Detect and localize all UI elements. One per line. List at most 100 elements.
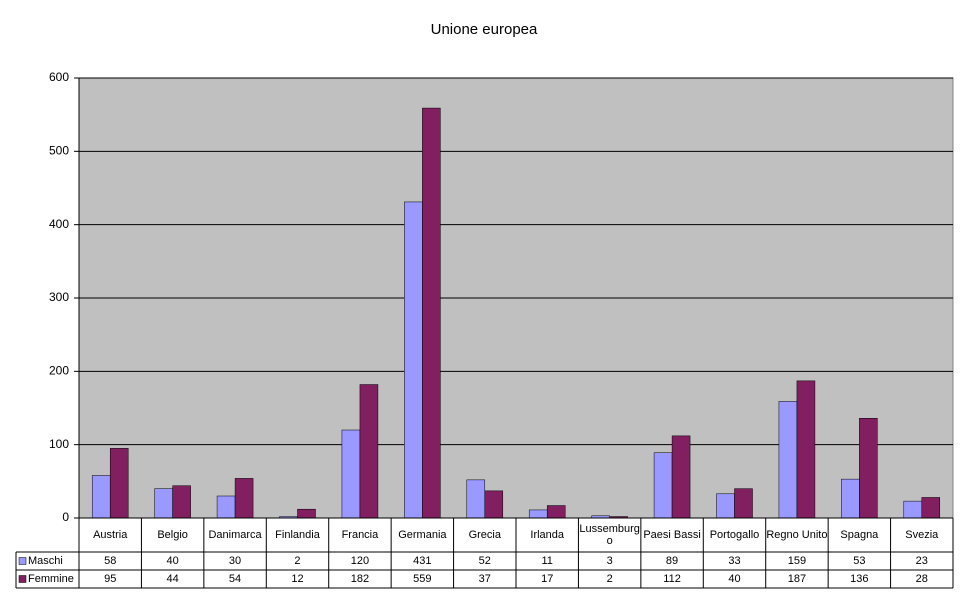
x-tick-label: Regno Unito	[766, 529, 828, 541]
table-value: 3	[606, 555, 613, 567]
table-value: 53	[853, 555, 866, 567]
table-value: 54	[228, 573, 242, 585]
table-value: 559	[413, 573, 432, 585]
table-value: 52	[478, 555, 491, 567]
table-value: 182	[350, 573, 370, 585]
bar	[234, 478, 254, 519]
table-value: 2	[606, 573, 613, 585]
table-value: 112	[663, 573, 681, 585]
table-value: 40	[166, 555, 179, 567]
table-value: 40	[728, 573, 741, 585]
bar	[859, 418, 878, 519]
x-tick-label: Finlandia	[275, 529, 320, 541]
x-tick-label: Irlanda	[530, 529, 565, 541]
table-value: 120	[350, 555, 370, 567]
y-tick-label: 100	[49, 437, 69, 451]
table-value: 40	[166, 555, 179, 567]
x-tick-label: Lussemburgo	[579, 523, 640, 547]
bar	[546, 505, 566, 519]
table-value: 53	[853, 555, 866, 567]
bar	[359, 384, 379, 519]
table-value: 44	[166, 573, 179, 585]
table-value: 33	[728, 555, 741, 567]
x-tick-label: Svezia	[905, 529, 939, 541]
x-tick-label: Finlandia	[275, 529, 320, 541]
x-tick-label: Belgio	[157, 529, 188, 541]
table-value: 23	[915, 555, 928, 567]
table-value: 28	[915, 573, 928, 585]
table-value: 159	[787, 555, 807, 567]
x-tick-label: Francia	[341, 529, 379, 541]
y-tick-label: 600	[49, 70, 69, 84]
table-value: 12	[291, 573, 304, 585]
bar	[216, 495, 236, 519]
table-value: 17	[541, 573, 554, 585]
bar	[841, 478, 860, 519]
bar	[653, 452, 673, 519]
table-value: 37	[478, 573, 491, 585]
bar	[404, 201, 423, 519]
table-value: 187	[787, 573, 807, 585]
table-value: 159	[787, 555, 807, 567]
y-tick-label: 400	[49, 217, 69, 231]
table-value: 33	[728, 555, 741, 567]
table-value: 95	[104, 573, 117, 585]
bar	[903, 500, 923, 519]
table-value: 182	[350, 573, 370, 585]
table-value: 30	[228, 555, 242, 567]
x-tick-label: Germania	[398, 529, 447, 541]
table-value: 559	[413, 573, 432, 585]
y-tick-label: 500	[49, 144, 69, 158]
bar	[528, 509, 548, 519]
y-tick-label: 0	[62, 510, 69, 524]
table-value: 2	[294, 555, 300, 567]
table-value: 11	[541, 555, 553, 567]
x-tick-label: Grecia	[468, 529, 501, 541]
legend-label: Femmine	[28, 573, 74, 585]
bar	[716, 493, 735, 519]
table-value: 3	[606, 555, 613, 567]
bar	[297, 508, 316, 519]
bar	[671, 435, 691, 519]
bar	[484, 490, 504, 519]
table-value: 136	[850, 573, 869, 585]
bar	[341, 429, 361, 519]
x-tick-label: Grecia	[468, 529, 501, 541]
bar	[921, 497, 941, 519]
bar	[734, 488, 753, 519]
table-value: 12	[291, 573, 304, 585]
x-tick-label: Paesi Bassi	[643, 529, 701, 541]
table-value: 37	[478, 573, 491, 585]
table-value: 95	[104, 573, 117, 585]
table-value: 44	[166, 573, 179, 585]
table-value: 431	[413, 555, 431, 567]
table-value: 30	[228, 555, 242, 567]
bar	[466, 479, 486, 519]
bar	[796, 380, 816, 519]
table-value: 17	[541, 573, 554, 585]
x-tick-label: Belgio	[157, 529, 188, 541]
table-value: 187	[787, 573, 807, 585]
x-tick-label: Portogallo	[709, 529, 760, 541]
x-tick-label: Irlanda	[530, 529, 565, 541]
x-tick-label: Danimarca	[208, 529, 262, 541]
x-tick-label: Portogallo	[709, 529, 760, 541]
x-tick-label: Germania	[398, 529, 447, 541]
table-value: 89	[665, 555, 679, 567]
x-tick-label: Austria	[93, 529, 128, 541]
x-tick-label: Paesi Bassi	[643, 529, 701, 541]
x-tick-label: Austria	[93, 529, 128, 541]
table-value: 23	[915, 555, 928, 567]
x-tick-label: Francia	[341, 529, 379, 541]
table-value: 54	[228, 573, 242, 585]
table-value: 58	[104, 555, 116, 567]
x-tick-label: Danimarca	[208, 529, 262, 541]
table-value: 28	[915, 573, 928, 585]
x-tick-label: Spagna	[840, 529, 878, 541]
table-value: 112	[663, 573, 681, 585]
legend-key	[18, 575, 27, 583]
x-tick-label: Svezia	[905, 529, 939, 541]
y-tick-label: 300	[49, 290, 69, 304]
table-value: 120	[350, 555, 370, 567]
